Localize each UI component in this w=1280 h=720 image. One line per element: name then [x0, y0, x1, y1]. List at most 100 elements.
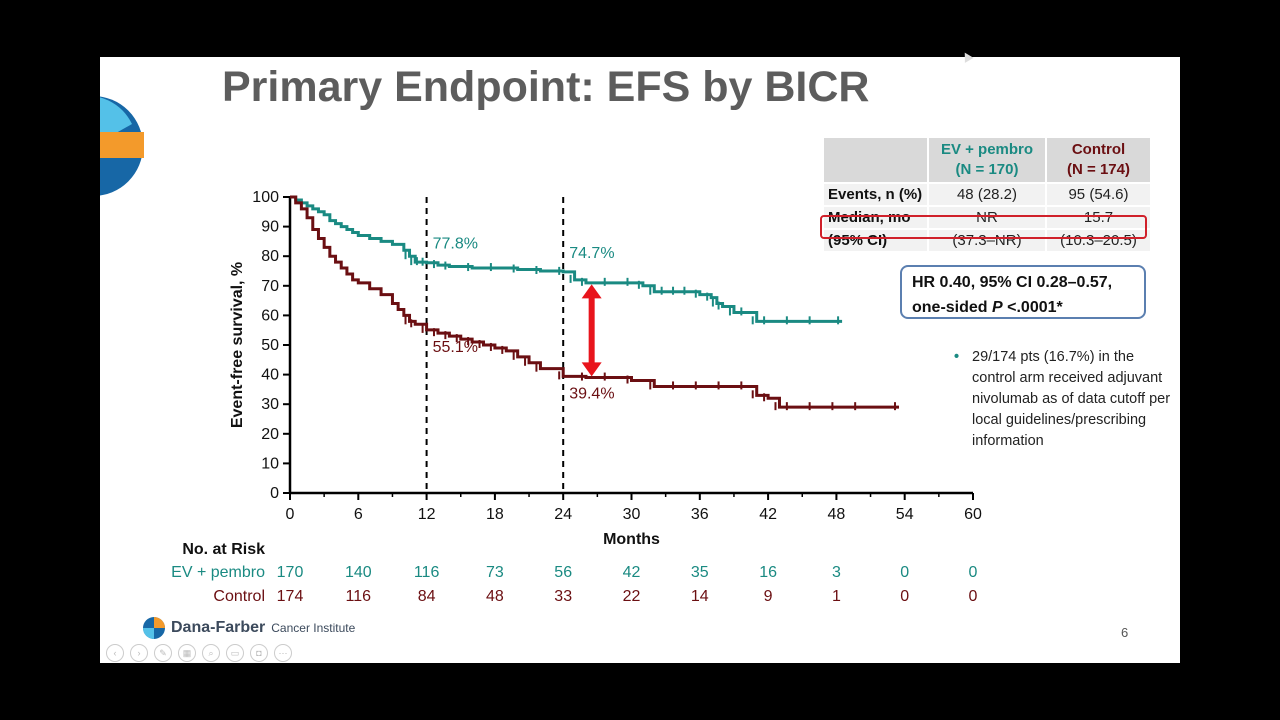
dana-farber-logo-icon: [143, 617, 165, 639]
footer-org-name: Dana-Farber: [171, 619, 266, 636]
risk-cell: 9: [764, 588, 773, 605]
arrow-head-up: [581, 284, 602, 299]
y-tick-label: 60: [261, 307, 279, 324]
next-slide-icon[interactable]: ›: [130, 644, 148, 662]
x-tick-label: 48: [828, 506, 846, 523]
hr-line-2: one-sided P <.0001*: [912, 295, 1134, 320]
risk-cell: 22: [623, 588, 641, 605]
stats-corner: [824, 138, 927, 182]
prev-slide-icon[interactable]: ‹: [106, 644, 124, 662]
y-tick-label: 30: [261, 396, 279, 413]
x-tick-label: 24: [554, 506, 572, 523]
stats-cell: (10.3–20.5): [1047, 230, 1150, 251]
x-tick-label: 60: [964, 506, 982, 523]
y-tick-label: 70: [261, 278, 279, 295]
km-annotation: 39.4%: [569, 385, 614, 402]
risk-row-label: EV + pembro: [171, 564, 265, 581]
km-annotation: 77.8%: [433, 236, 478, 253]
y-tick-label: 90: [261, 219, 279, 236]
stats-col-control-label: Control: [1071, 141, 1126, 158]
hazard-ratio-box: HR 0.40, 95% CI 0.28–0.57, one-sided P <…: [900, 265, 1146, 319]
stats-col-ev-label: EV + pembro: [940, 141, 1034, 158]
footer-institute: Cancer Institute: [271, 621, 356, 635]
y-tick-label: 40: [261, 367, 279, 384]
risk-cell: 42: [623, 564, 641, 581]
stats-col-control: Control (N = 174): [1047, 138, 1150, 182]
y-tick-label: 10: [261, 455, 279, 472]
hr-line-2-pre: one-sided: [912, 299, 993, 316]
stats-table: EV + pembro (N = 170) Control (N = 174) …: [822, 136, 1152, 253]
stats-row-label: Events, n (%): [824, 184, 927, 205]
median-highlight-box: [820, 215, 1147, 239]
risk-cell: 14: [691, 588, 709, 605]
x-tick-label: 36: [691, 506, 709, 523]
risk-cell: 1: [832, 588, 841, 605]
bullet-dot-icon: •: [954, 349, 960, 365]
series-line-ev-pembro: [290, 195, 843, 323]
stats-cell: 95 (54.6): [1047, 184, 1150, 205]
stats-col-ev-n: (N = 170): [955, 161, 1019, 178]
subtitles-icon[interactable]: ▭: [226, 644, 244, 662]
stats-col-ev: EV + pembro (N = 170): [929, 138, 1045, 182]
risk-cell: 3: [832, 564, 841, 581]
km-chart: 0 6 12 18 24 30 36 42 48 54 6001020304050607080901…: [171, 189, 982, 605]
stats-row-label: (95% CI): [824, 230, 927, 251]
series-line-control: [290, 195, 900, 409]
pen-icon[interactable]: ✎: [154, 644, 172, 662]
risk-cell: 0: [969, 564, 978, 581]
arrow-head-down: [581, 362, 602, 377]
stats-cell: NR: [929, 207, 1045, 228]
risk-cell: 170: [277, 564, 304, 581]
stats-row-label: Median, mo: [824, 207, 927, 228]
x-tick-label: 42: [759, 506, 777, 523]
stats-col-control-n: (N = 174): [1067, 161, 1130, 178]
y-tick-label: 0: [270, 485, 279, 502]
stats-cell: (37.3–NR): [929, 230, 1045, 251]
y-axis-label: Event-free survival, %: [229, 262, 246, 428]
x-tick-label: 18: [486, 506, 504, 523]
stats-row: Events, n (%) 48 (28.2) 95 (54.6): [824, 184, 1150, 205]
camera-icon[interactable]: ◘: [250, 644, 268, 662]
risk-table-title: No. at Risk: [182, 541, 265, 558]
risk-cell: 0: [900, 564, 909, 581]
stats-cell: 15.7: [1047, 207, 1150, 228]
risk-cell: 0: [900, 588, 909, 605]
risk-cell: 33: [554, 588, 572, 605]
risk-cell: 73: [486, 564, 504, 581]
x-tick-label: 54: [896, 506, 914, 523]
risk-cell: 48: [486, 588, 504, 605]
hr-p: P: [992, 299, 1003, 316]
hr-line-1: HR 0.40, 95% CI 0.28–0.57,: [912, 274, 1113, 291]
risk-cell: 56: [554, 564, 572, 581]
x-tick-label: 0: [286, 506, 295, 523]
slide: Primary Endpoint: EFS by BICR 0 6 12 18 24 30…: [100, 57, 1180, 663]
y-tick-label: 50: [261, 337, 279, 354]
risk-cell: 174: [277, 588, 304, 605]
more-options-icon[interactable]: ⋯: [274, 644, 292, 662]
stats-row: Median, mo NR 15.7: [824, 207, 1150, 228]
bullet-note: • 29/174 pts (16.7%) in the control arm …: [954, 347, 1172, 452]
stats-row: (95% CI) (37.3–NR) (10.3–20.5): [824, 230, 1150, 251]
risk-cell: 84: [418, 588, 436, 605]
x-axis-label: Months: [603, 531, 660, 548]
slide-title: Primary Endpoint: EFS by BICR: [222, 63, 870, 111]
y-tick-label: 20: [261, 426, 279, 443]
x-tick-label: 6: [354, 506, 363, 523]
footer-logo: Dana-Farber Cancer Institute: [142, 616, 355, 640]
x-tick-label: 30: [623, 506, 641, 523]
slides-grid-icon[interactable]: ▦: [178, 644, 196, 662]
risk-cell: 16: [759, 564, 777, 581]
risk-row-label: Control: [213, 588, 265, 605]
y-tick-label: 80: [261, 248, 279, 265]
y-tick-label: 100: [252, 189, 279, 206]
risk-cell: 0: [969, 588, 978, 605]
risk-cell: 140: [345, 564, 372, 581]
km-annotation: 74.7%: [569, 245, 614, 262]
zoom-icon[interactable]: ⌕: [202, 644, 220, 662]
logo-graphic: [100, 96, 144, 196]
km-annotation: 55.1%: [433, 339, 478, 356]
risk-cell: 116: [346, 588, 372, 605]
stats-cell: 48 (28.2): [929, 184, 1045, 205]
risk-cell: 35: [691, 564, 709, 581]
note-text: 29/174 pts (16.7%) in the control arm re…: [972, 349, 1171, 449]
